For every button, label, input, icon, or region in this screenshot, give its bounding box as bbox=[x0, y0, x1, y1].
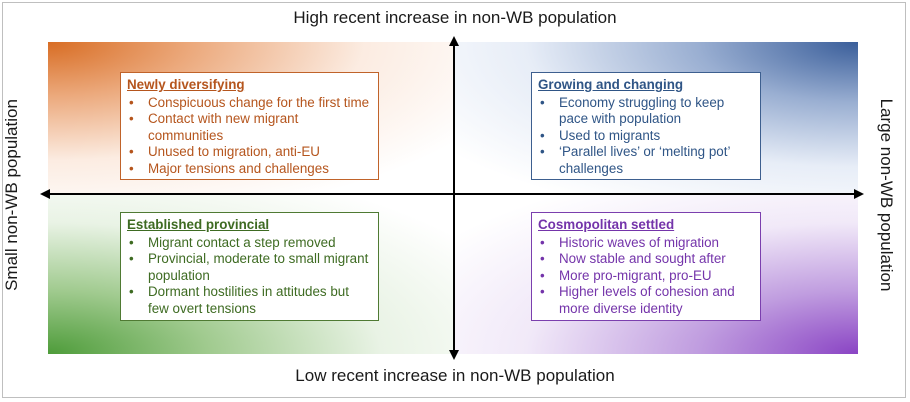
quadrant-box-newly-diversifying: Newly diversifying Conspicuous change fo… bbox=[120, 72, 379, 180]
quadrant-title: Cosmopolitan settled bbox=[538, 217, 675, 232]
list-item: Used to migrants bbox=[540, 128, 754, 145]
list-item: Historic waves of migration bbox=[540, 235, 754, 252]
list-item: Contact with new migrant communities bbox=[129, 111, 372, 144]
quadrant-box-growing-and-changing: Growing and changing Economy struggling … bbox=[531, 72, 761, 180]
quadrant-list: Conspicuous change for the first time Co… bbox=[127, 95, 372, 178]
list-item: Now stable and sought after bbox=[540, 251, 754, 268]
list-item: More pro-migrant, pro-EU bbox=[540, 268, 754, 285]
list-item: Conspicuous change for the first time bbox=[129, 95, 372, 112]
axis-label-top: High recent increase in non-WB populatio… bbox=[293, 8, 617, 27]
list-item: ‘Parallel lives’ or ‘melting pot’ challe… bbox=[540, 144, 754, 177]
diagram-frame bbox=[2, 2, 906, 398]
list-item: Dormant hostilities in attitudes but few… bbox=[129, 284, 372, 317]
axis-label-bottom: Low recent increase in non-WB population bbox=[295, 366, 615, 385]
list-item: Migrant contact a step removed bbox=[129, 235, 372, 252]
list-item: Higher levels of cohesion and more diver… bbox=[540, 284, 754, 317]
quadrant-title: Newly diversifying bbox=[127, 77, 245, 92]
quadrant-box-cosmopolitan-settled: Cosmopolitan settled Historic waves of m… bbox=[531, 212, 761, 321]
list-item: Economy struggling to keep pace with pop… bbox=[540, 95, 754, 128]
axis-label-right: Large non-WB population bbox=[877, 98, 896, 292]
list-item: Unused to migration, anti-EU bbox=[129, 144, 372, 161]
quadrant-list: Migrant contact a step removed Provincia… bbox=[127, 235, 372, 318]
quadrant-list: Economy struggling to keep pace with pop… bbox=[538, 95, 754, 178]
quadrant-title: Established provincial bbox=[127, 217, 270, 232]
list-item: Provincial, moderate to small migrant po… bbox=[129, 251, 372, 284]
quadrant-list: Historic waves of migration Now stable a… bbox=[538, 235, 754, 318]
quadrant-box-established-provincial: Established provincial Migrant contact a… bbox=[120, 212, 379, 321]
list-item: Major tensions and challenges bbox=[129, 161, 372, 178]
quadrant-title: Growing and changing bbox=[538, 77, 684, 92]
axis-label-left: Small non-WB population bbox=[2, 99, 21, 291]
